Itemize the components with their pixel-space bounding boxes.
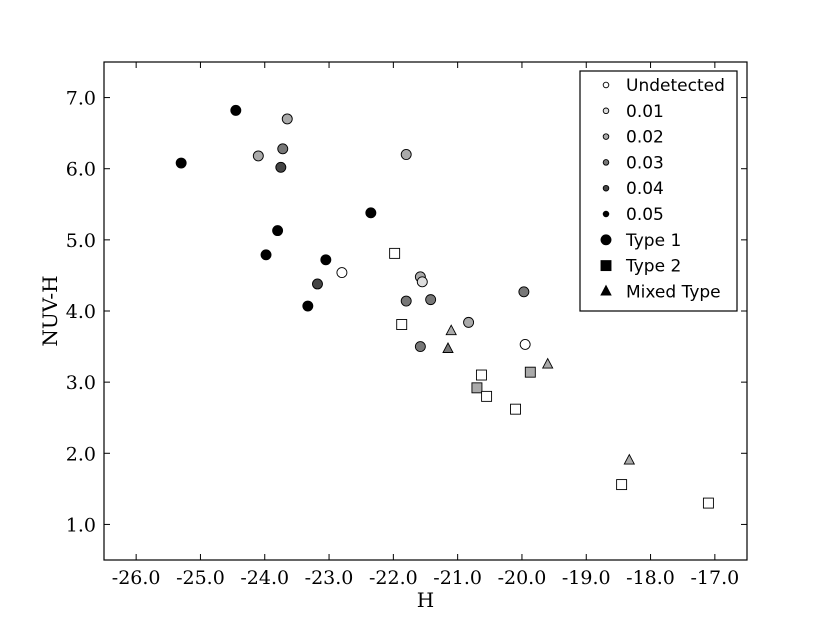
circle-point: [400, 295, 412, 307]
legend-label: 0.01: [626, 102, 664, 122]
x-tick-label: -19.0: [562, 567, 611, 589]
triangle-point: [445, 324, 457, 336]
circle-point: [312, 278, 323, 290]
x-tick-label: -26.0: [112, 567, 161, 589]
legend-marker: [600, 284, 612, 296]
circle-point: [518, 286, 530, 298]
x-tick-label: -20.0: [498, 567, 547, 589]
circle-point: [272, 225, 284, 237]
legend-marker: [602, 81, 610, 89]
circle-point: [519, 338, 531, 350]
x-tick-label: -22.0: [369, 567, 418, 589]
circle-point: [425, 294, 437, 306]
data-points: [175, 104, 714, 509]
y-tick-label: 6.0: [66, 159, 96, 181]
circle-point: [416, 276, 428, 288]
legend-marker: [600, 234, 612, 246]
square-point: [702, 497, 714, 509]
legend-marker: [602, 107, 610, 115]
circle-point: [414, 341, 426, 353]
y-tick-label: 7.0: [66, 88, 96, 110]
tick-labels: -26.0 -25.0 -24.0 -23.0 -22.0 -21.0 -20.0 -19.0…: [66, 88, 739, 589]
circle-point: [365, 207, 377, 219]
square-point: [524, 366, 536, 378]
legend-label: 0.02: [626, 128, 664, 148]
circle-point: [336, 267, 348, 279]
x-tick-label: -21.0: [433, 567, 482, 589]
x-tick-label: -23.0: [305, 567, 354, 589]
triangle-point: [541, 357, 554, 369]
x-tick-label: -17.0: [690, 567, 739, 589]
triangle-point: [623, 453, 636, 465]
y-axis-label: NUV-H: [38, 275, 62, 346]
triangle-point: [442, 342, 454, 353]
legend-marker: [602, 133, 610, 140]
circle-point: [275, 161, 287, 173]
square-point: [389, 247, 401, 259]
legend-marker: [602, 210, 610, 218]
legend: Undetected 0.01 0.02 0.03 0.04 0.05 Type 1 Type…: [579, 70, 738, 312]
circle-point: [230, 104, 242, 116]
x-tick-label: -24.0: [240, 567, 289, 589]
y-tick-label: 3.0: [66, 372, 96, 394]
y-tick-label: 4.0: [66, 301, 96, 323]
square-point: [396, 319, 408, 330]
square-point: [616, 479, 628, 491]
x-tick-label: -25.0: [176, 567, 225, 589]
circle-point: [463, 316, 475, 328]
circle-point: [277, 143, 289, 155]
legend-label: Mixed Type: [626, 282, 721, 302]
legend-label: Type 1: [625, 231, 681, 251]
legend-marker: [600, 260, 612, 272]
axis-ticks: [104, 62, 747, 560]
circle-point: [281, 113, 293, 125]
square-point: [471, 382, 483, 394]
circle-point: [302, 300, 314, 312]
circle-point: [252, 150, 264, 162]
legend-label: 0.04: [626, 179, 664, 199]
square-point: [481, 390, 493, 402]
circle-point: [400, 149, 412, 160]
legend-label: Undetected: [626, 76, 725, 96]
x-tick-label: -18.0: [626, 567, 675, 589]
y-tick-label: 2.0: [66, 443, 96, 465]
square-point: [510, 403, 521, 415]
circle-point: [320, 254, 332, 266]
y-tick-label: 1.0: [66, 514, 96, 536]
legend-marker: [602, 184, 610, 192]
circle-point: [260, 249, 272, 261]
circle-point: [175, 157, 187, 169]
legend-label: 0.03: [626, 153, 664, 173]
x-axis-label: H: [417, 588, 434, 612]
y-tick-label: 5.0: [66, 230, 96, 252]
legend-label: 0.05: [626, 205, 664, 225]
legend-marker: [602, 159, 610, 166]
legend-label: Type 2: [625, 257, 681, 277]
square-point: [475, 369, 487, 381]
